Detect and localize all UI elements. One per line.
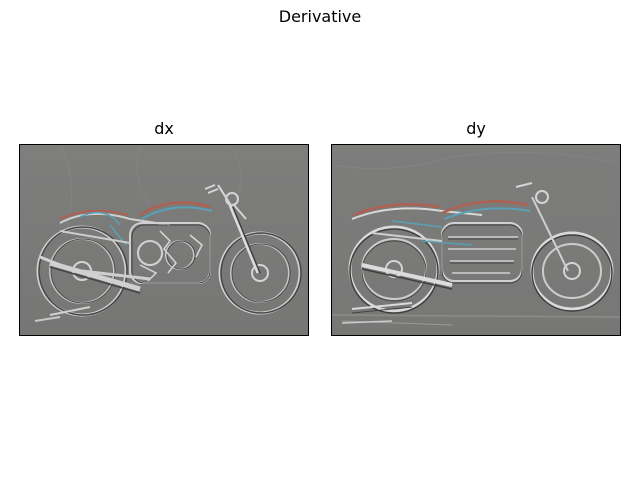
dy-motorcycle-edges	[332, 145, 620, 335]
dy-derivative-image	[331, 144, 621, 336]
dy-panel-title: dy	[466, 119, 486, 138]
dy-engine	[441, 222, 523, 284]
dx-motorcycle-edges	[20, 145, 308, 335]
dx-engine	[129, 222, 211, 284]
figure-title: Derivative	[278, 7, 362, 26]
dy-front-wheel	[530, 231, 614, 312]
dx-panel-title: dx	[154, 119, 174, 138]
dx-derivative-image	[19, 144, 309, 336]
dx-front-wheel	[218, 231, 302, 315]
